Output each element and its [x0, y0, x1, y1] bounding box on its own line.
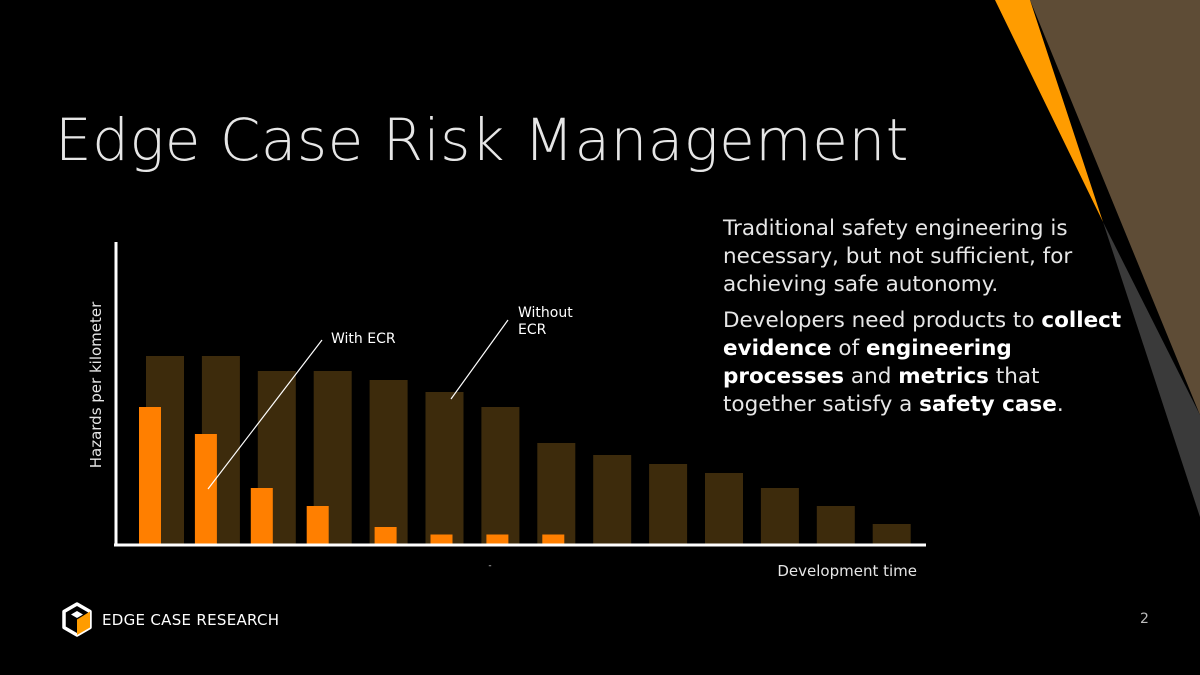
page-number: 2 [1140, 611, 1149, 627]
bar-without-ecr [593, 455, 632, 545]
without-ecr-leader-line [450, 319, 509, 400]
bold-phrase: engineering processes [723, 336, 1012, 389]
bar-without-ecr [760, 488, 799, 545]
cube-logo-icon [62, 602, 92, 637]
text-run: and [844, 364, 899, 389]
text-run: Developers need products to [723, 308, 1042, 333]
text-run: . [1056, 392, 1064, 417]
decor-gray-panel [1103, 222, 1200, 517]
bar-without-ecr [537, 443, 576, 545]
without-ecr-annotation: Without ECR [518, 305, 577, 338]
bold-phrase: safety case [919, 392, 1057, 417]
with-ecr-bars [139, 407, 565, 545]
text-run: that together satisfy a [723, 364, 1040, 417]
bar-without-ecr [649, 464, 688, 545]
y-axis-label: Hazards per kilometer [87, 301, 105, 468]
side-text: Traditional safety engineering is necess… [723, 215, 1123, 427]
without-ecr-annotation-line2: ECR [518, 322, 547, 338]
bar-with-ecr [306, 506, 329, 545]
bar-with-ecr [430, 534, 453, 545]
company-logo: EDGE CASE RESEARCH [60, 601, 279, 639]
bold-phrase: collect evidence [723, 308, 1122, 361]
bold-phrase: metrics [898, 364, 989, 389]
bar-without-ecr [481, 407, 520, 545]
page-title: Edge Case Risk Management [55, 106, 909, 174]
bar-with-ecr [250, 488, 273, 545]
bar-without-ecr [425, 392, 464, 545]
side-paragraph-1: Traditional safety engineering is necess… [723, 216, 1073, 297]
x-axis-label: Development time [777, 562, 917, 580]
bar-without-ecr [705, 473, 743, 545]
bar-with-ecr [374, 527, 397, 545]
bar-with-ecr [139, 407, 161, 545]
side-paragraph-2: Developers need products to collect evid… [723, 307, 1123, 419]
text-run: of [831, 336, 866, 361]
with-ecr-annotation: With ECR [331, 331, 396, 347]
bar-with-ecr [542, 534, 565, 545]
bar-without-ecr [872, 524, 911, 545]
without-ecr-annotation-line1: Without [518, 305, 573, 321]
logo-text: EDGE CASE RESEARCH [102, 611, 280, 629]
decor-brown-panel [1030, 0, 1200, 415]
x-tick-label: - [488, 561, 491, 571]
bar-without-ecr [369, 380, 408, 545]
bar-with-ecr [194, 434, 217, 545]
bar-with-ecr [486, 534, 509, 545]
decor-orange-stripe [995, 0, 1103, 222]
with-ecr-leader-line [207, 339, 323, 490]
bar-without-ecr [816, 506, 855, 545]
